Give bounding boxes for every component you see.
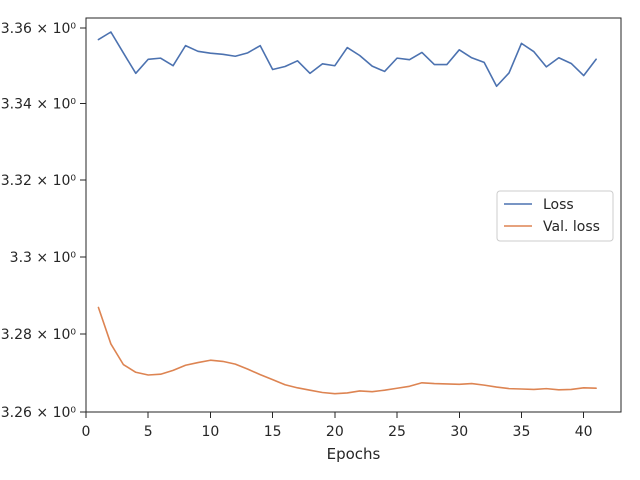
x-tick-label: 35 xyxy=(513,424,531,440)
series-layer xyxy=(97,31,597,395)
y-tick-label: 3.28 × 10⁰ xyxy=(1,327,77,343)
legend-label-loss: Loss xyxy=(543,197,574,213)
x-tick-label: 5 xyxy=(144,424,153,440)
legend: Loss Val. loss xyxy=(496,190,614,242)
series-line-val-loss xyxy=(97,306,597,395)
y-tick-label: 3.36 × 10⁰ xyxy=(1,21,77,37)
x-axis-label: Epochs xyxy=(327,445,381,463)
y-tick-label: 3.32 × 10⁰ xyxy=(1,173,77,189)
y-ticks: 3.26 × 10⁰ 3.28 × 10⁰ 3.3 × 10⁰ 3.32 × 10⁰ 3… xyxy=(1,21,86,421)
x-ticks: 0 5 10 15 20 25 30 35 40 xyxy=(82,412,593,440)
y-tick-label: 3.3 × 10⁰ xyxy=(10,250,77,266)
y-tick-label: 3.34 × 10⁰ xyxy=(1,97,77,113)
x-tick-label: 25 xyxy=(388,424,406,440)
x-tick-label: 10 xyxy=(202,424,220,440)
series-line-loss xyxy=(97,31,597,88)
axes-layer xyxy=(85,17,622,413)
y-tick-label: 3.26 × 10⁰ xyxy=(1,405,77,421)
x-tick-label: 40 xyxy=(575,424,593,440)
legend-label-val-loss: Val. loss xyxy=(543,219,600,235)
x-tick-label: 0 xyxy=(82,424,91,440)
x-tick-label: 30 xyxy=(450,424,468,440)
x-tick-label: 15 xyxy=(264,424,282,440)
x-tick-label: 20 xyxy=(326,424,344,440)
axes-frame xyxy=(85,17,622,413)
